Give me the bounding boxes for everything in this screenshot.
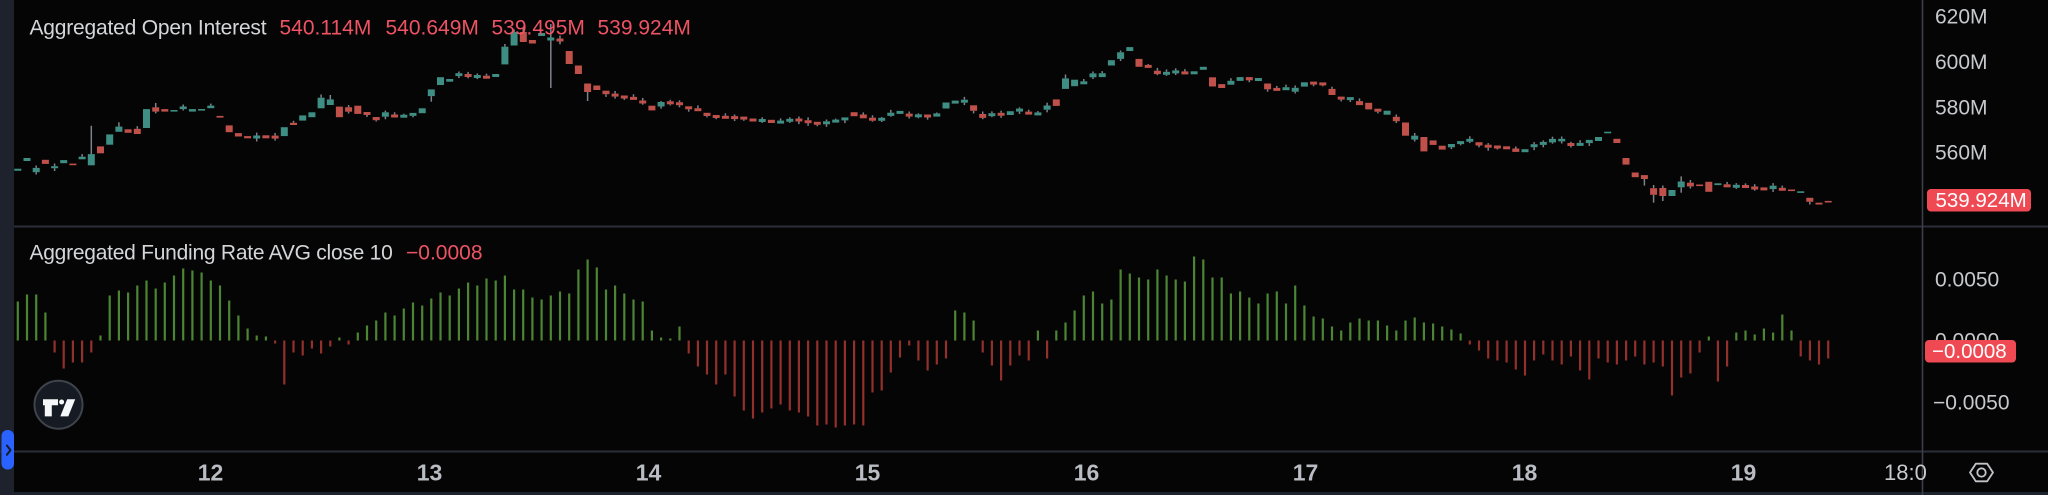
svg-text:580M: 580M (1935, 97, 1988, 120)
svg-text:14: 14 (636, 460, 662, 486)
svg-text:−0.0008: −0.0008 (406, 242, 483, 265)
svg-text:600M: 600M (1935, 51, 1988, 74)
svg-text:Aggregated Open Interest: Aggregated Open Interest (30, 17, 267, 40)
svg-text:539.924M: 539.924M (598, 17, 691, 40)
svg-text:18: 18 (1512, 460, 1538, 486)
svg-text:17: 17 (1293, 460, 1319, 486)
svg-text:−0.0008: −0.0008 (1932, 340, 2007, 363)
svg-text:16: 16 (1074, 460, 1100, 486)
svg-text:19: 19 (1731, 460, 1757, 486)
svg-text:12: 12 (198, 460, 224, 486)
svg-text:13: 13 (417, 460, 443, 486)
svg-text:539.495M: 539.495M (492, 17, 585, 40)
svg-text:18:0: 18:0 (1884, 460, 1927, 485)
svg-text:0.0050: 0.0050 (1935, 269, 1999, 292)
svg-text:540.649M: 540.649M (386, 17, 479, 40)
svg-text:540.114M: 540.114M (280, 17, 372, 40)
svg-text:539.924M: 539.924M (1936, 189, 2027, 212)
svg-text:−0.0050: −0.0050 (1933, 392, 2010, 415)
svg-text:15: 15 (855, 460, 881, 486)
svg-text:Aggregated Funding Rate AVG cl: Aggregated Funding Rate AVG close 10 (30, 242, 393, 265)
svg-text:560M: 560M (1935, 142, 1988, 165)
svg-text:620M: 620M (1935, 6, 1988, 29)
